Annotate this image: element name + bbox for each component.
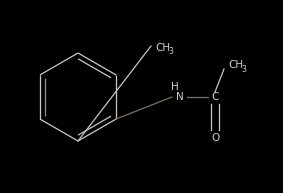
Text: CH: CH bbox=[228, 60, 243, 70]
Text: N: N bbox=[176, 92, 184, 102]
Text: 3: 3 bbox=[168, 47, 173, 57]
Text: O: O bbox=[211, 133, 219, 143]
Text: C: C bbox=[211, 92, 219, 102]
Text: H: H bbox=[171, 82, 179, 92]
Text: CH: CH bbox=[155, 43, 170, 53]
Text: 3: 3 bbox=[241, 64, 246, 74]
